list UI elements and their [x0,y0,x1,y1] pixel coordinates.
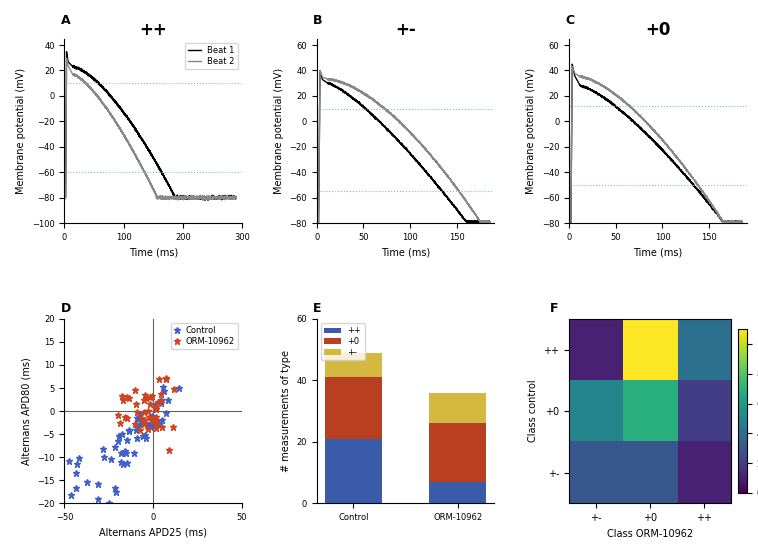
Control [164,397,173,404]
ORM-10962 [118,393,127,400]
ORM-10962 [118,397,127,404]
Bar [429,424,487,482]
Y-axis label: Membrane potential (mV): Membrane potential (mV) [274,68,283,194]
X-axis label: Time (ms): Time (ms) [129,247,178,257]
ORM-10962 [170,385,179,392]
Control [105,499,114,506]
ORM-10962 [135,427,144,434]
ORM-10962 [139,409,149,415]
Bar [324,353,382,377]
ORM-10962 [146,400,155,407]
Text: B: B [313,14,323,27]
Text: E: E [313,301,321,315]
X-axis label: Class ORM-10962: Class ORM-10962 [607,529,694,539]
ORM-10962 [152,404,161,410]
ORM-10962 [114,412,123,419]
ORM-10962 [168,423,177,430]
Control [142,435,151,441]
Control [117,431,127,437]
ORM-10962 [161,376,170,383]
ORM-10962 [140,392,149,399]
ORM-10962 [144,426,153,432]
Y-axis label: Class control: Class control [528,380,537,442]
Line: Control: Control [66,384,182,506]
ORM-10962 [156,390,165,397]
Line: ORM-10962: ORM-10962 [114,375,177,453]
ORM-10962 [152,425,161,432]
ORM-10962 [153,398,162,405]
ORM-10962 [157,424,166,431]
Y-axis label: Membrane potential (mV): Membrane potential (mV) [526,68,536,194]
Text: A: A [61,14,70,27]
Title: +0: +0 [645,20,671,39]
Y-axis label: # measurements of type: # measurements of type [280,350,291,472]
ORM-10962 [122,394,131,400]
Text: F: F [550,301,558,315]
ORM-10962 [139,421,149,427]
ORM-10962 [146,394,155,400]
Legend: ++, +0, +-: ++, +0, +- [321,323,365,360]
ORM-10962 [161,375,171,382]
ORM-10962 [122,414,131,421]
Text: C: C [565,14,575,27]
Control [125,427,134,434]
Bar [324,439,382,503]
ORM-10962 [147,417,156,424]
Control [158,384,168,390]
Control [113,437,122,444]
Title: ++: ++ [139,20,167,39]
ORM-10962 [149,417,158,424]
Control [82,478,91,485]
ORM-10962 [150,405,159,411]
Bar [324,377,382,439]
ORM-10962 [130,387,139,394]
ORM-10962 [115,420,124,426]
ORM-10962 [141,394,150,401]
X-axis label: Time (ms): Time (ms) [381,247,430,257]
ORM-10962 [143,408,152,414]
Y-axis label: Membrane potential (mV): Membrane potential (mV) [17,68,27,194]
Bar [429,482,487,503]
ORM-10962 [133,408,142,415]
Control [121,448,130,455]
ORM-10962 [130,421,139,427]
ORM-10962 [155,375,164,382]
ORM-10962 [144,414,153,421]
Y-axis label: Alternans APD80 (ms): Alternans APD80 (ms) [22,357,32,465]
X-axis label: Time (ms): Time (ms) [633,247,682,257]
ORM-10962 [151,406,160,413]
Bar [429,393,487,424]
Text: D: D [61,301,71,315]
ORM-10962 [152,414,161,421]
ORM-10962 [132,400,141,407]
ORM-10962 [120,414,129,420]
Legend: Beat 1, Beat 2: Beat 1, Beat 2 [185,43,238,69]
Control [64,457,74,464]
ORM-10962 [139,397,148,404]
Title: +-: +- [395,20,416,39]
ORM-10962 [152,420,161,427]
ORM-10962 [147,393,156,399]
ORM-10962 [140,416,149,423]
ORM-10962 [124,395,133,401]
ORM-10962 [164,446,174,453]
ORM-10962 [157,398,166,404]
X-axis label: Alternans APD25 (ms): Alternans APD25 (ms) [99,528,207,538]
ORM-10962 [150,415,159,422]
ORM-10962 [136,415,146,421]
Legend: Control, ORM-10962: Control, ORM-10962 [171,323,238,349]
